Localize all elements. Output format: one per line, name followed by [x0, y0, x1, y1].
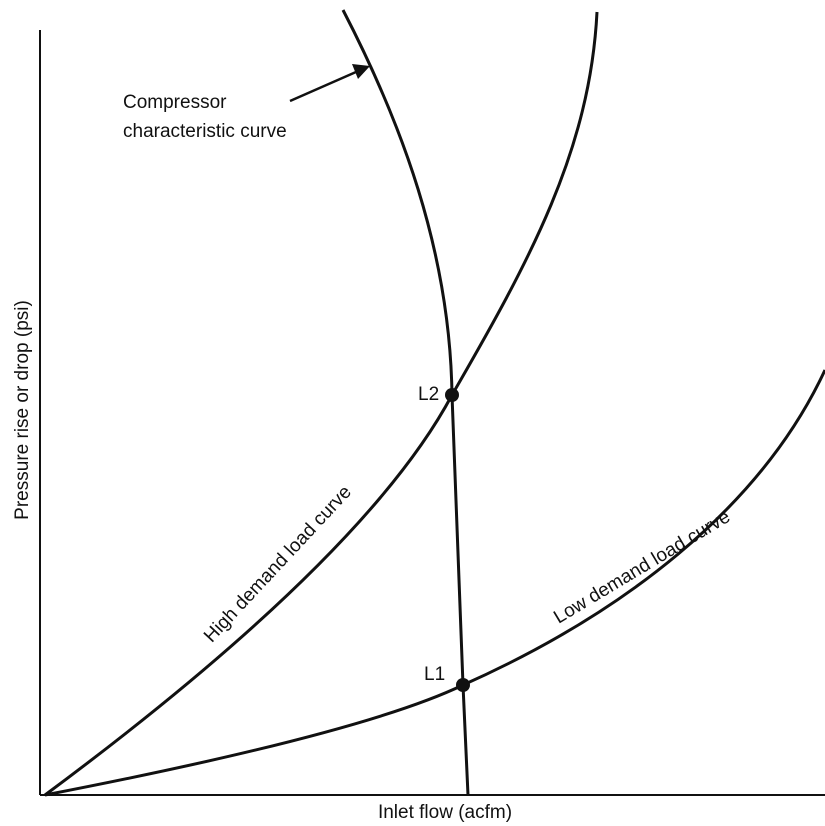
- curve-label: High demand load curve: [200, 482, 356, 647]
- x-axis-label: Inlet flow (acfm): [378, 802, 512, 823]
- arrow-head: [352, 64, 370, 79]
- annotation-line: Compressor: [123, 92, 227, 113]
- high-demand-curve: [44, 11, 599, 797]
- point-l2: [445, 388, 459, 402]
- compressor-curve: [341, 9, 470, 796]
- arrow-line: [289, 70, 357, 103]
- curve-label: Low demand load curve: [550, 506, 734, 628]
- point-l1: [456, 678, 470, 692]
- y-axis-label: Pressure rise or drop (psi): [12, 300, 33, 520]
- low-demand-curve: [44, 369, 825, 797]
- point-label: L2: [418, 384, 439, 405]
- annotation-line: characteristic curve: [123, 121, 287, 142]
- point-label: L1: [424, 664, 445, 685]
